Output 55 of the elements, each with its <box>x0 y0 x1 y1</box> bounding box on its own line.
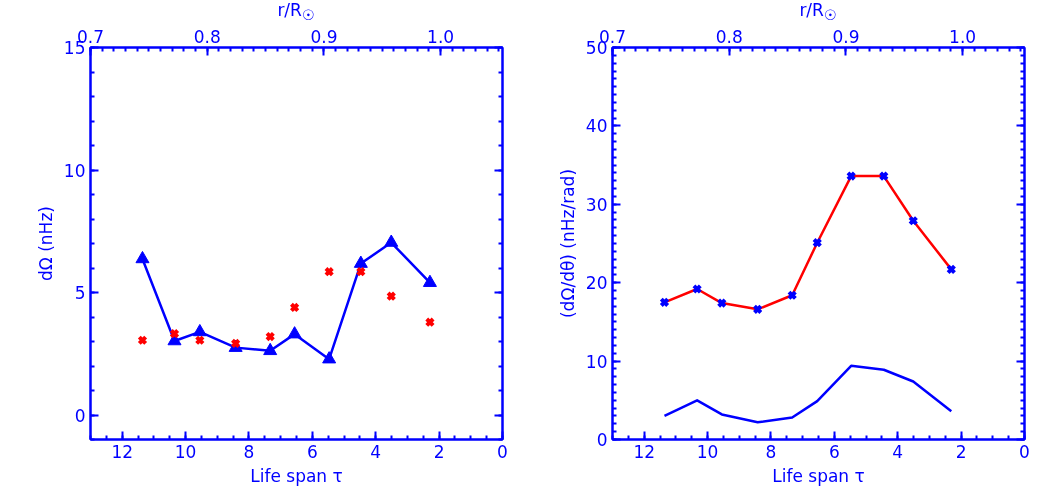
x-tick-label: 2 <box>955 441 967 462</box>
x-tick-label: 6 <box>828 441 840 462</box>
x-tick-label: 10 <box>174 441 197 462</box>
x-tick-label: 0 <box>497 441 508 462</box>
y-tick-label: 30 <box>585 194 608 215</box>
x-tick-label: 12 <box>111 441 134 462</box>
x2-tick-label: 1.0 <box>427 26 455 47</box>
point <box>946 264 957 275</box>
x-tick-label: 4 <box>892 441 904 462</box>
point <box>265 331 276 342</box>
point <box>169 328 180 339</box>
point <box>287 326 302 339</box>
x-tick-label: 8 <box>765 441 777 462</box>
point <box>194 335 206 346</box>
x2-tick-label: 0.9 <box>832 26 860 47</box>
x-tick-label: 10 <box>696 441 719 462</box>
point <box>424 316 436 328</box>
y-tick-label: 20 <box>585 273 608 294</box>
point <box>135 250 150 264</box>
point <box>787 290 798 301</box>
point <box>422 274 437 287</box>
x2-tick-label: 0.8 <box>715 26 743 47</box>
y-tick-label: 5 <box>74 283 86 303</box>
x2-axis-title: r/R$_{☉}$ <box>798 0 838 26</box>
x-tick-label: 6 <box>306 441 318 462</box>
point <box>263 342 278 356</box>
point <box>908 215 919 226</box>
x2-tick-label: 0.9 <box>310 26 338 47</box>
point <box>845 170 857 182</box>
point <box>384 234 399 247</box>
x2-tick-label: 1.0 <box>949 26 977 47</box>
point <box>386 290 397 302</box>
x2-tick-label: 0.8 <box>193 26 221 47</box>
point <box>322 351 337 364</box>
y-axis-title: (dΩ/dθ) (nHz/rad) <box>557 168 578 319</box>
x-axis-title: Life span τ <box>772 465 865 486</box>
point <box>289 302 300 313</box>
y-axis-title: dΩ (nHz) <box>35 206 56 281</box>
point <box>192 323 207 337</box>
point <box>353 255 368 268</box>
point <box>812 237 823 248</box>
y-tick-label: 10 <box>585 351 608 372</box>
y-tick-label: 10 <box>63 160 86 181</box>
x-axis-title: Life span τ <box>250 465 343 486</box>
y-tick-label: 40 <box>585 116 608 137</box>
x-tick-label: 0 <box>1019 441 1030 462</box>
x-tick-label: 8 <box>243 441 255 462</box>
y-tick-label: 0 <box>74 405 86 426</box>
point <box>878 170 889 182</box>
x-tick-label: 12 <box>633 441 656 462</box>
x-tick-label: 2 <box>433 441 445 462</box>
point <box>137 335 148 346</box>
line-series <box>663 364 953 424</box>
x-tick-label: 4 <box>370 441 382 462</box>
x2-axis-title: r/R$_{☉}$ <box>276 0 316 26</box>
